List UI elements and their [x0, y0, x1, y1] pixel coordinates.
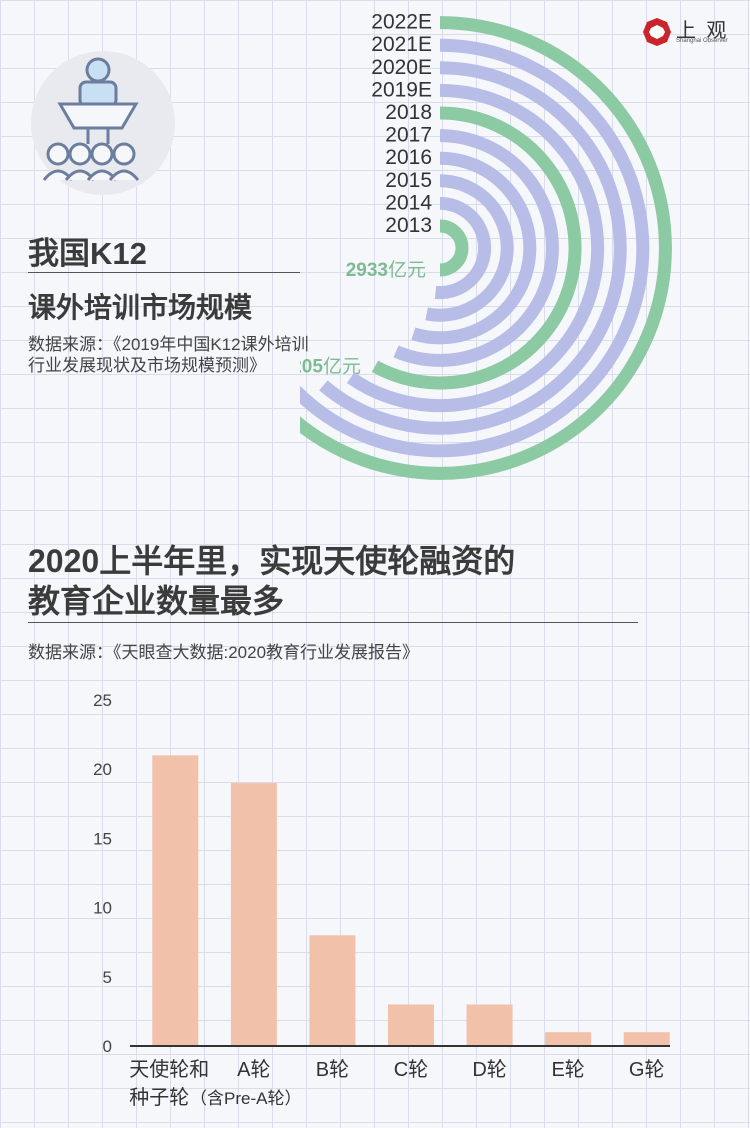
x-category-label: C轮 — [394, 1058, 428, 1081]
x-category-label: G轮 — [629, 1058, 665, 1081]
shanghai-observer-logo — [643, 18, 671, 46]
year-label: 2019E — [371, 78, 432, 101]
year-label: 2017 — [385, 124, 432, 147]
divider — [28, 622, 638, 623]
y-tick-label: 20 — [93, 760, 112, 779]
value-label-2013: 2933亿元 — [346, 259, 426, 281]
section2-title-line1: 2020上半年里，实现天使轮融资的 — [28, 543, 516, 579]
y-tick-label: 5 — [103, 968, 112, 987]
logo-text: 上 观 — [676, 18, 729, 42]
x-category-label: D轮 — [472, 1058, 506, 1081]
logo-subtext: Shanghai Observer — [676, 38, 728, 44]
section1-title-line2: 课外培训市场规模 — [28, 292, 253, 323]
year-label: 2015 — [385, 169, 432, 192]
y-tick-label: 25 — [93, 691, 112, 710]
year-label: 2013 — [385, 214, 432, 237]
y-tick-label: 15 — [93, 829, 112, 848]
year-label: 2018 — [385, 101, 432, 124]
radial-arc-2019E — [346, 83, 605, 413]
radial-arc-2014 — [434, 196, 492, 300]
section2-title-line2: 教育企业数量最多 — [28, 583, 285, 619]
x-category-label: B轮 — [316, 1058, 349, 1081]
year-label: 2022E — [371, 11, 432, 34]
radial-arc-2016 — [411, 151, 537, 345]
radial-arc-2015 — [425, 174, 514, 322]
bar-D轮 — [466, 1004, 513, 1046]
bar-C轮 — [388, 1004, 434, 1046]
divider — [28, 272, 300, 273]
radial-arc-2020E — [319, 61, 627, 435]
year-label: 2021E — [371, 33, 432, 56]
radial-arc-2022E — [300, 16, 672, 480]
x-category-label: 天使轮和种子轮 — [129, 1058, 209, 1109]
bar-B轮 — [309, 935, 356, 1046]
presenter-audience-icon — [31, 51, 175, 195]
y-tick-label: 0 — [103, 1037, 112, 1056]
section1-title-line1: 我国K12 — [28, 236, 147, 271]
bar-E轮 — [545, 1032, 592, 1046]
bar-天使轮和种子轮 — [152, 755, 199, 1046]
section2-source: 数据来源：《天眼查大数据:2020教育行业发展报告》 — [28, 643, 420, 662]
radial-arc-2021E — [300, 38, 650, 458]
bar-chart: 0 5 10 15 20 25 天使轮和种子轮 A轮 B轮 C轮 D轮 E轮 G轮 — [93, 691, 670, 1109]
year-label: 2014 — [385, 191, 432, 214]
category-note: （含Pre-A轮） — [190, 1089, 302, 1108]
year-label: 2016 — [385, 146, 432, 169]
radial-arc-2017 — [393, 129, 559, 367]
bar-A轮 — [230, 783, 277, 1046]
y-tick-label: 10 — [93, 899, 112, 918]
section1-source: 数据来源：《2019年中国K12课外培训行业发展现状及市场规模预测》 — [28, 335, 309, 375]
radial-arc-2018 — [371, 106, 582, 390]
year-label: 2020E — [371, 56, 432, 79]
x-category-label: A轮 — [237, 1058, 270, 1081]
value-label-2018: 5205亿元 — [300, 355, 361, 377]
bar-G轮 — [623, 1032, 670, 1046]
x-category-label: E轮 — [551, 1058, 584, 1081]
radial-arc-2013 — [439, 219, 469, 277]
